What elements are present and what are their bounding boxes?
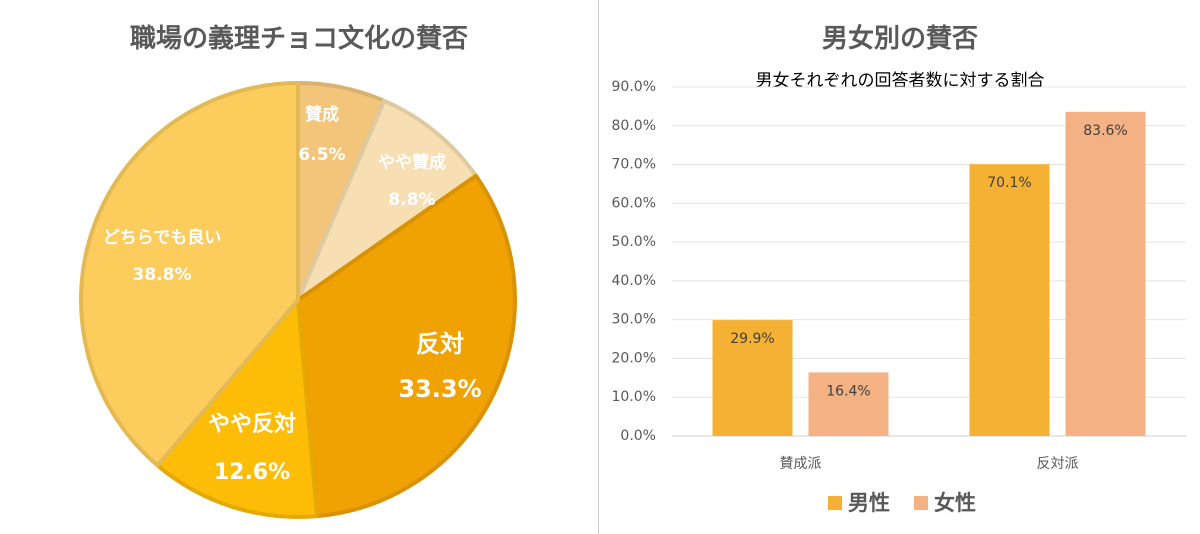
y-tick-label: 50.0% (612, 234, 656, 250)
pie-slice (79, 81, 300, 468)
y-tick-label: 60.0% (612, 195, 656, 211)
legend-swatch (914, 496, 928, 510)
pie-slice-value: 6.5% (298, 145, 345, 165)
x-category-label: 反対派 (1037, 456, 1079, 472)
pie-slice (296, 173, 517, 519)
y-tick-label: 90.0% (612, 79, 656, 95)
bar-chart: 男女それぞれの回答者数に対する割合 0.0% 10.0% 20.0% 30.0% 40.0… (612, 71, 1186, 515)
pie-chart-title: 職場の義理チョコ文化の賛否 (129, 24, 468, 54)
y-tick-label: 20.0% (612, 350, 656, 366)
pie-slice-label: 反対 (416, 330, 464, 358)
bar-data-label: 83.6% (1083, 123, 1127, 139)
pie-chart: 賛成 6.5% やや賛成 8.8% 反対 33.3% やや反対 12.6% どちらでも良い 38.… (79, 81, 517, 519)
y-tick-label: 30.0% (612, 312, 656, 328)
legend-label: 女性 (934, 491, 976, 515)
pie-slice-label: やや反対 (208, 412, 296, 437)
bar (712, 320, 793, 436)
pie-chart-panel: 職場の義理チョコ文化の賛否 賛成 6.5% やや賛成 8.8% 反対 33.3% やや反対 1… (0, 0, 599, 534)
y-tick-label: 0.0% (620, 428, 656, 444)
bar (1065, 111, 1146, 436)
bar-chart-panel: 男女別の賛否 男女それぞれの回答者数に対する割合 0.0% 10.0% 20.0% 30… (600, 0, 1200, 534)
bar-data-label: 29.9% (730, 331, 774, 347)
bar (808, 372, 889, 436)
bar-chart-title: 男女別の賛否 (821, 24, 978, 54)
pie-slice-label: 賛成 (305, 104, 339, 125)
bar-data-label: 16.4% (826, 383, 870, 399)
x-category-label: 賛成派 (780, 456, 822, 472)
pie-slice (296, 98, 478, 302)
pie-slice-value: 8.8% (388, 190, 435, 210)
bar-chart-subtitle: 男女それぞれの回答者数に対する割合 (756, 71, 1045, 91)
pie-slice-label: どちらでも良い (103, 227, 222, 248)
bar (969, 164, 1050, 436)
legend-label: 男性 (848, 491, 890, 515)
pie-slice-label: やや賛成 (378, 152, 446, 173)
y-tick-label: 80.0% (612, 118, 656, 134)
pie-slice-value: 38.8% (133, 265, 192, 285)
y-tick-label: 70.0% (612, 157, 656, 173)
pie-slice-value: 33.3% (398, 375, 481, 403)
y-tick-label: 40.0% (612, 273, 656, 289)
y-tick-label: 10.0% (612, 389, 656, 405)
bar-data-label: 70.1% (987, 175, 1031, 191)
legend-swatch (828, 496, 842, 510)
pie-slice-value: 12.6% (214, 460, 290, 485)
pie-slice (155, 298, 320, 519)
